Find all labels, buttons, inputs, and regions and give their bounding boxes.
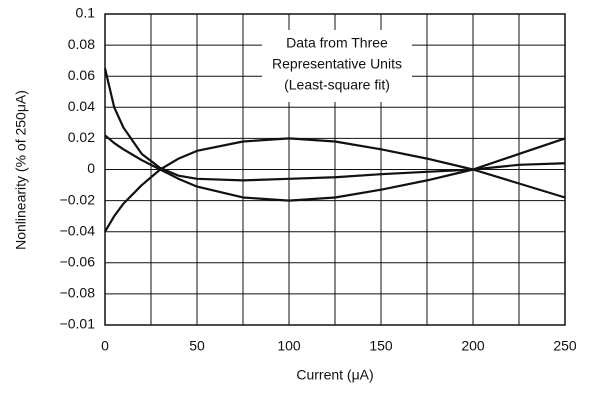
y-tick-label: 0 — [87, 160, 95, 176]
y-tick-label: 0.1 — [76, 5, 96, 21]
annotation-box — [262, 30, 412, 102]
x-tick-label: 100 — [277, 338, 301, 354]
annotation: Data from Three — [286, 35, 388, 51]
plot-frame — [104, 13, 566, 326]
x-tick-label: 200 — [461, 338, 485, 354]
x-axis-title: Current (μA) — [296, 367, 373, 383]
x-tick-label: 0 — [101, 338, 109, 354]
y-tick-label: 0.08 — [68, 36, 95, 52]
y-tick-label: −0.06 — [60, 254, 96, 270]
x-tick-label: 250 — [553, 338, 577, 354]
line-series — [103, 68, 566, 182]
annotation: Representative Units — [272, 56, 402, 72]
y-tick-label: −0.02 — [60, 191, 96, 207]
line-series — [104, 137, 566, 233]
line-series — [104, 134, 566, 202]
y-tick-label: −0.04 — [60, 222, 96, 238]
y-tick-label: 0.06 — [68, 67, 95, 83]
x-tick-label: 150 — [369, 338, 393, 354]
y-tick-label: −0.01 — [60, 316, 96, 332]
x-tick-label: 50 — [189, 338, 205, 354]
y-tick-label: 0.02 — [68, 129, 95, 145]
y-tick-label: 0.04 — [68, 98, 95, 114]
y-tick-label: −0.08 — [60, 285, 96, 301]
annotation: (Least-square fit) — [284, 77, 390, 93]
y-axis-title: Nonlinearity (% of 250μA) — [13, 90, 29, 250]
